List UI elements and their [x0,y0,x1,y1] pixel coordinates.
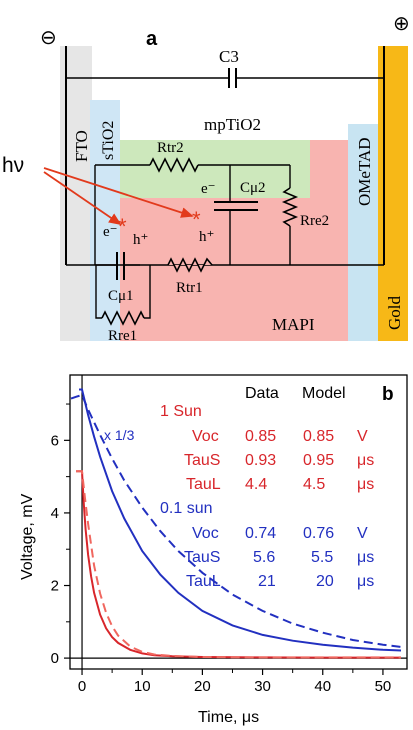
ometad-layer [348,124,378,341]
photon-arrow-2 [43,167,194,218]
row-model: 5.5 [311,549,333,566]
x-axis-label: Time, μs [198,709,259,726]
header-model: Model [302,385,346,402]
row-data: 0.85 [245,428,276,445]
mptio2-label: mpTiO2 [204,115,261,134]
row-name: TauL [186,573,221,590]
panel-a-label: a [146,28,158,50]
mapi-label: MAPI [272,315,315,334]
rtr2-resistor [149,157,199,173]
plot-frame [69,374,408,670]
series-line-1-sun-data [76,470,401,659]
row-unit: V [357,428,368,445]
row-unit: V [357,525,368,542]
hole-2: h⁺ [199,229,214,245]
x-tick-label: 10 [134,678,151,695]
cmu1-label: Cμ1 [108,288,134,304]
row-model: 0.76 [303,525,334,542]
row-data: 5.6 [253,549,275,566]
panel-a-circuit: * * a ⊖ ⊕ C3 mpTiO2 Rtr2 Cμ2 Rre2 Rtr1 C… [2,13,410,344]
row-model: 0.95 [303,452,334,469]
row-name: TauL [186,476,221,493]
cmu2-label: Cμ2 [240,180,266,196]
row-data: 4.4 [245,476,267,493]
mptio2-layer [120,140,310,198]
row-unit: μs [357,573,374,590]
results-table: Data Model 1 Sun Voc 0.85 0.85 V TauS 0.… [160,385,374,590]
series-line-1-sun-model [76,470,401,659]
scale-note: x 1/3 [104,427,135,443]
y-tick-label: 0 [51,650,59,667]
row-data: 21 [258,573,276,590]
rre2-resistor [281,187,299,227]
rtr1-resistor [167,257,213,273]
row-name: Voc [192,525,219,542]
series-line-0-1-sun-data [79,388,402,652]
series-layer [70,388,402,659]
y-tick-label: 6 [51,432,59,449]
photon-label: hν [2,154,24,177]
row-name: Voc [192,428,219,445]
row-name: TauS [184,452,220,469]
fto-label: FTO [72,130,91,162]
row-unit: μs [357,549,374,566]
panel-b-label: b [382,384,394,405]
terminal-plus: ⊕ [393,13,410,35]
star-2: * [192,207,201,232]
series-line-0-1-sun-model [70,393,402,648]
rre1-resistor [101,310,145,326]
row-model: 20 [316,573,334,590]
panel-b-chart: 0 10 20 30 40 50 0 2 4 6 b x 1/3 Voltage, mV Time… [19,374,408,726]
x-tick-label: 0 [78,678,86,695]
row-data: 0.93 [245,452,276,469]
x-tick-label: 50 [375,678,392,695]
rre2-label: Rre2 [300,213,329,229]
c3-label: C3 [219,47,239,66]
row-data: 0.74 [245,525,276,542]
row-name: TauS [184,549,220,566]
group-1-label: 1 Sun [160,403,202,420]
gold-label: Gold [385,296,404,331]
group-2-label: 0.1 sun [160,500,212,517]
rtr1-label: Rtr1 [176,280,203,296]
row-unit: μs [357,476,374,493]
lower-loop-wire [95,264,117,319]
x-tick-label: 20 [194,678,211,695]
ometad-label: OMeTAD [355,137,374,206]
y-axis-label: Voltage, mV [19,493,36,580]
header-data: Data [245,385,279,402]
x-tick-label: 40 [314,678,331,695]
y-tick-label: 2 [51,578,59,595]
terminal-minus: ⊖ [40,27,57,49]
row-model: 0.85 [303,428,334,445]
electron-1: e⁻ [103,224,118,240]
electron-2: e⁻ [201,181,216,197]
photon-arrow-1 [43,171,122,226]
row-model: 4.5 [303,476,325,493]
star-1: * [118,214,127,239]
hole-1: h⁺ [133,232,148,248]
x-tick-label: 30 [254,678,271,695]
stio2-label: sTiO2 [100,121,117,160]
row-unit: μs [357,452,374,469]
rre1-label: Rre1 [108,328,137,344]
rtr2-label: Rtr2 [157,140,184,156]
y-tick-label: 4 [51,505,59,522]
lower-loop-wire-right [144,265,151,319]
